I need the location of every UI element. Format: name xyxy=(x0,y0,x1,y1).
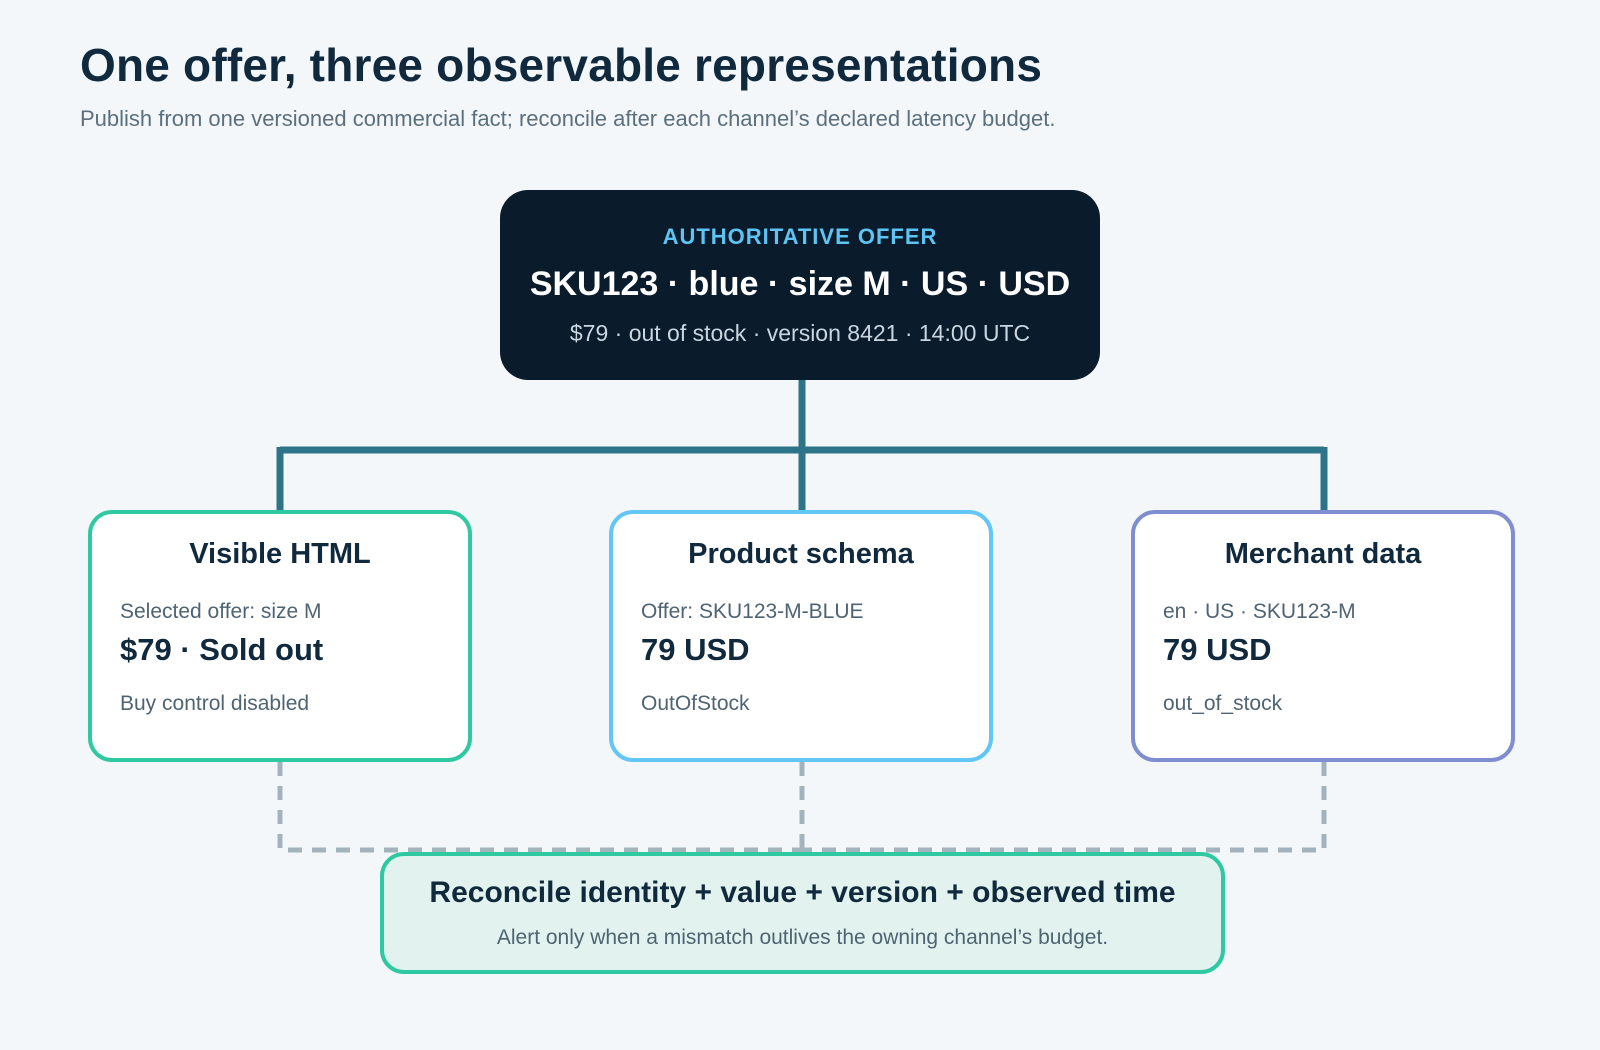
channel-card-label: en · US · SKU123-M xyxy=(1163,600,1356,623)
page-subtitle: Publish from one versioned commercial fa… xyxy=(80,106,1056,131)
dashed-connector-right xyxy=(802,762,1327,853)
reconcile-box: Reconcile identity + value + version + o… xyxy=(380,852,1225,974)
dashed-connector-left xyxy=(277,762,802,853)
channel-card-title: Visible HTML xyxy=(189,538,371,570)
reconcile-subtitle: Alert only when a mismatch outlives the … xyxy=(496,926,1109,949)
channel-card-title: Merchant data xyxy=(1224,538,1422,570)
channel-card-status: Buy control disabled xyxy=(120,692,310,715)
reconcile-title: Reconcile identity + value + version + o… xyxy=(429,876,1176,909)
page-title: One offer, three observable representati… xyxy=(80,39,1043,91)
channel-card-merchant-data: Merchant data en · US · SKU123-M 79 USD … xyxy=(1131,510,1515,762)
channel-card-product-schema: Product schema Offer: SKU123-M-BLUE 79 U… xyxy=(609,510,993,762)
channel-card-status: OutOfStock xyxy=(641,692,750,715)
channel-card-value: 79 USD xyxy=(641,632,750,667)
channel-card-visible-html: Visible HTML Selected offer: size M $79 … xyxy=(88,510,472,762)
channel-card-label: Selected offer: size M xyxy=(120,600,322,623)
channel-card-label: Offer: SKU123-M-BLUE xyxy=(641,600,864,623)
authoritative-offer-main: SKU123 · blue · size M · US · USD xyxy=(529,265,1071,303)
authoritative-offer-detail: $79 · out of stock · version 8421 · 14:0… xyxy=(569,320,1031,346)
authoritative-offer-tag: AUTHORITATIVE OFFER xyxy=(662,224,938,249)
channel-card-title: Product schema xyxy=(688,538,914,570)
channel-card-status: out_of_stock xyxy=(1163,692,1283,715)
authoritative-offer-box: AUTHORITATIVE OFFER SKU123 · blue · size… xyxy=(500,190,1100,380)
channel-card-value: $79 · Sold out xyxy=(120,632,324,667)
channel-card-value: 79 USD xyxy=(1163,632,1272,667)
